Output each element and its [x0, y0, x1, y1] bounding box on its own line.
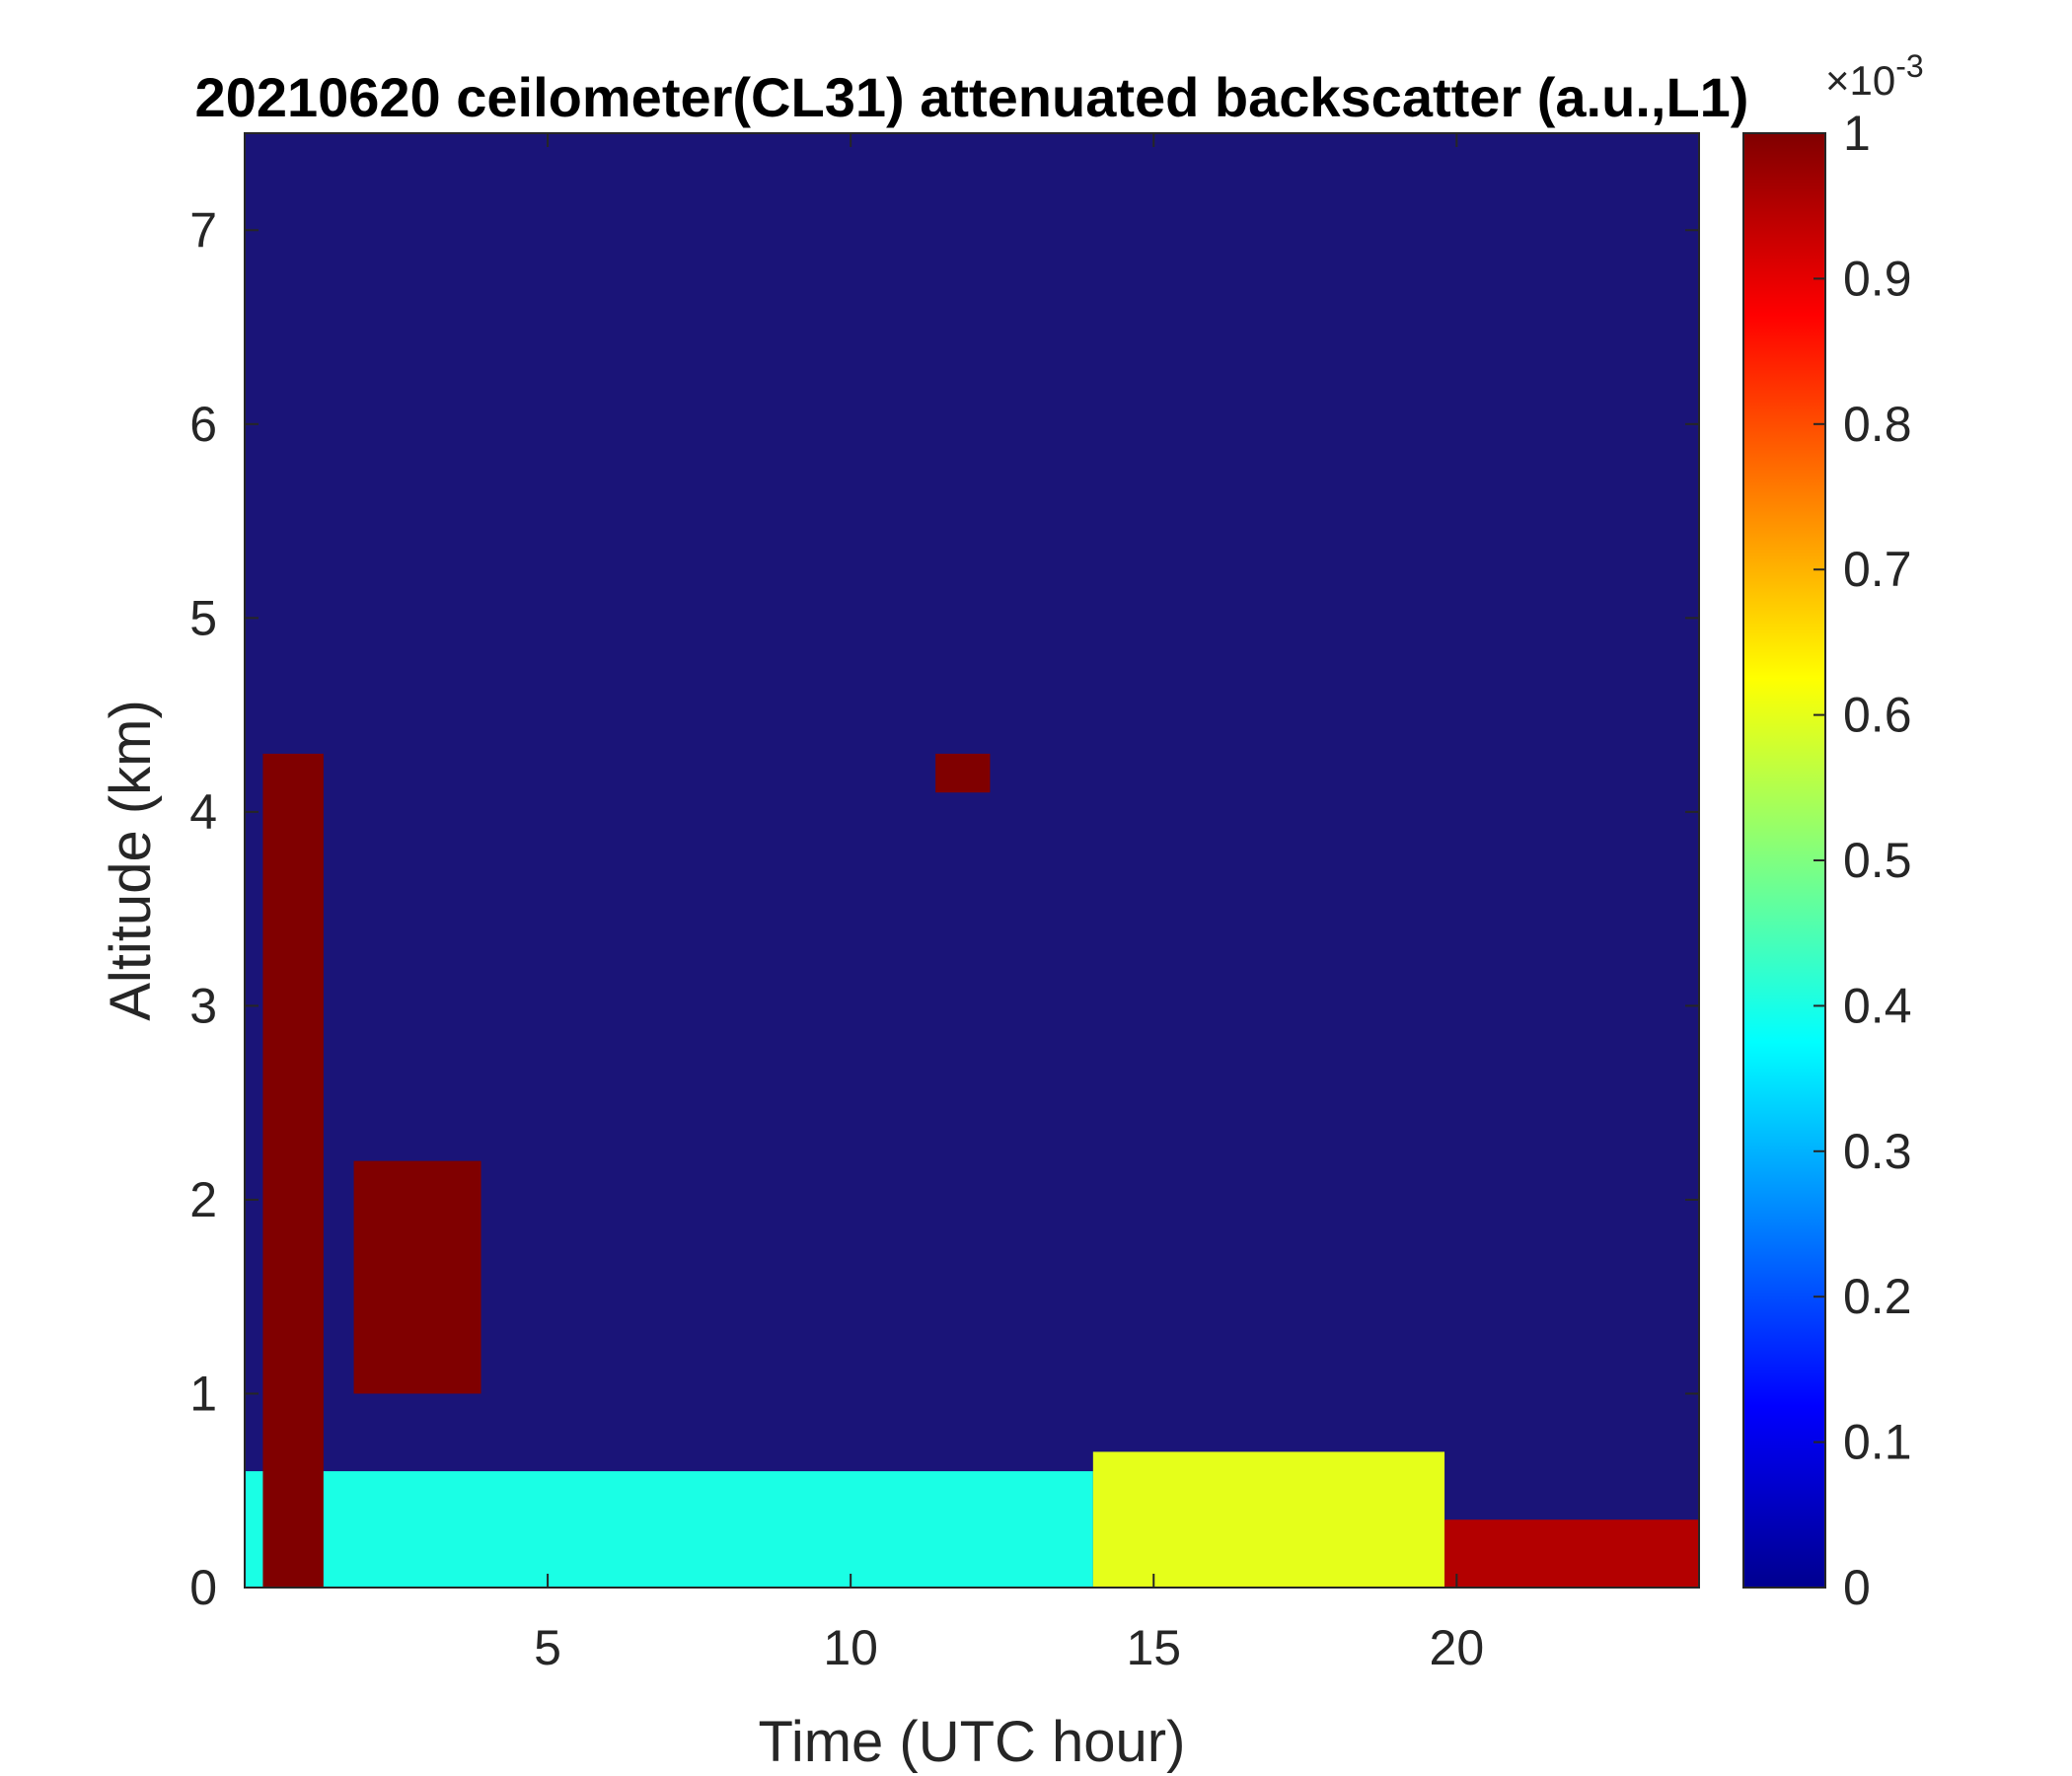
- heatmap-region-5: [935, 753, 991, 793]
- heatmap-region-2: [1444, 1519, 1699, 1588]
- heatmap-region-0: [245, 1471, 1093, 1588]
- x-tick-label: 5: [534, 1620, 561, 1675]
- heatmap-region-3: [262, 753, 324, 1588]
- plot-area: 5 10 15 20 0 1 2 3 4 5 6 7: [189, 132, 1700, 1675]
- colorbar-tick-label: 1: [1843, 106, 1871, 161]
- colorbar-tick-label: 0.2: [1843, 1269, 1912, 1324]
- y-axis-ticks: 0 1 2 3 4 5 6 7: [189, 202, 1699, 1615]
- x-tick-label: 10: [823, 1620, 878, 1675]
- colorbar: 0 0.1 0.2 0.3 0.4 0.5 0.6 0.7 0.8 0.9 1 ×10-3: [1742, 48, 1924, 1615]
- colorbar-tick-label: 0.6: [1843, 688, 1912, 743]
- y-tick-label: 6: [189, 397, 217, 452]
- colorbar-tick-label: 0.9: [1843, 251, 1912, 306]
- colorbar-tick-label: 0.1: [1843, 1415, 1912, 1470]
- colorbar-tick-label: 0.7: [1843, 542, 1912, 597]
- y-tick-label: 5: [189, 590, 217, 645]
- plot-background: [245, 133, 1699, 1588]
- x-axis-label: Time (UTC hour): [759, 1710, 1186, 1774]
- x-tick-label: 20: [1430, 1620, 1485, 1675]
- y-tick-label: 2: [189, 1172, 217, 1227]
- x-axis-ticks: 5 10 15 20: [534, 133, 1484, 1675]
- y-tick-label: 4: [189, 784, 217, 840]
- x-tick-label: 15: [1126, 1620, 1181, 1675]
- colorbar-multiplier-base: ×10: [1825, 57, 1895, 104]
- y-axis-label: Altitude (km): [99, 700, 163, 1021]
- heatmap-cells: [245, 753, 1699, 1588]
- colorbar-tick-label: 0.3: [1843, 1124, 1912, 1179]
- y-tick-label: 0: [189, 1560, 217, 1615]
- heatmap-region-1: [1092, 1451, 1445, 1588]
- colorbar-tick-label: 0.8: [1843, 397, 1912, 452]
- y-tick-label: 1: [189, 1366, 217, 1421]
- heatmap-region-4: [353, 1160, 481, 1394]
- colorbar-exponent: -3: [1895, 48, 1923, 84]
- colorbar-ticks: 0 0.1 0.2 0.3 0.4 0.5 0.6 0.7 0.8 0.9 1: [1813, 106, 1912, 1615]
- colorbar-multiplier: ×10-3: [1825, 48, 1924, 104]
- colorbar-tick-label: 0.4: [1843, 978, 1912, 1033]
- y-tick-label: 3: [189, 978, 217, 1033]
- chart-title: 20210620 ceilometer(CL31) attenuated bac…: [195, 66, 1749, 128]
- colorbar-gradient: [1742, 132, 1826, 1589]
- colorbar-tick-label: 0: [1843, 1560, 1871, 1615]
- plot-frame: [244, 132, 1700, 1589]
- y-tick-label: 7: [189, 202, 217, 258]
- colorbar-tick-label: 0.5: [1843, 833, 1912, 888]
